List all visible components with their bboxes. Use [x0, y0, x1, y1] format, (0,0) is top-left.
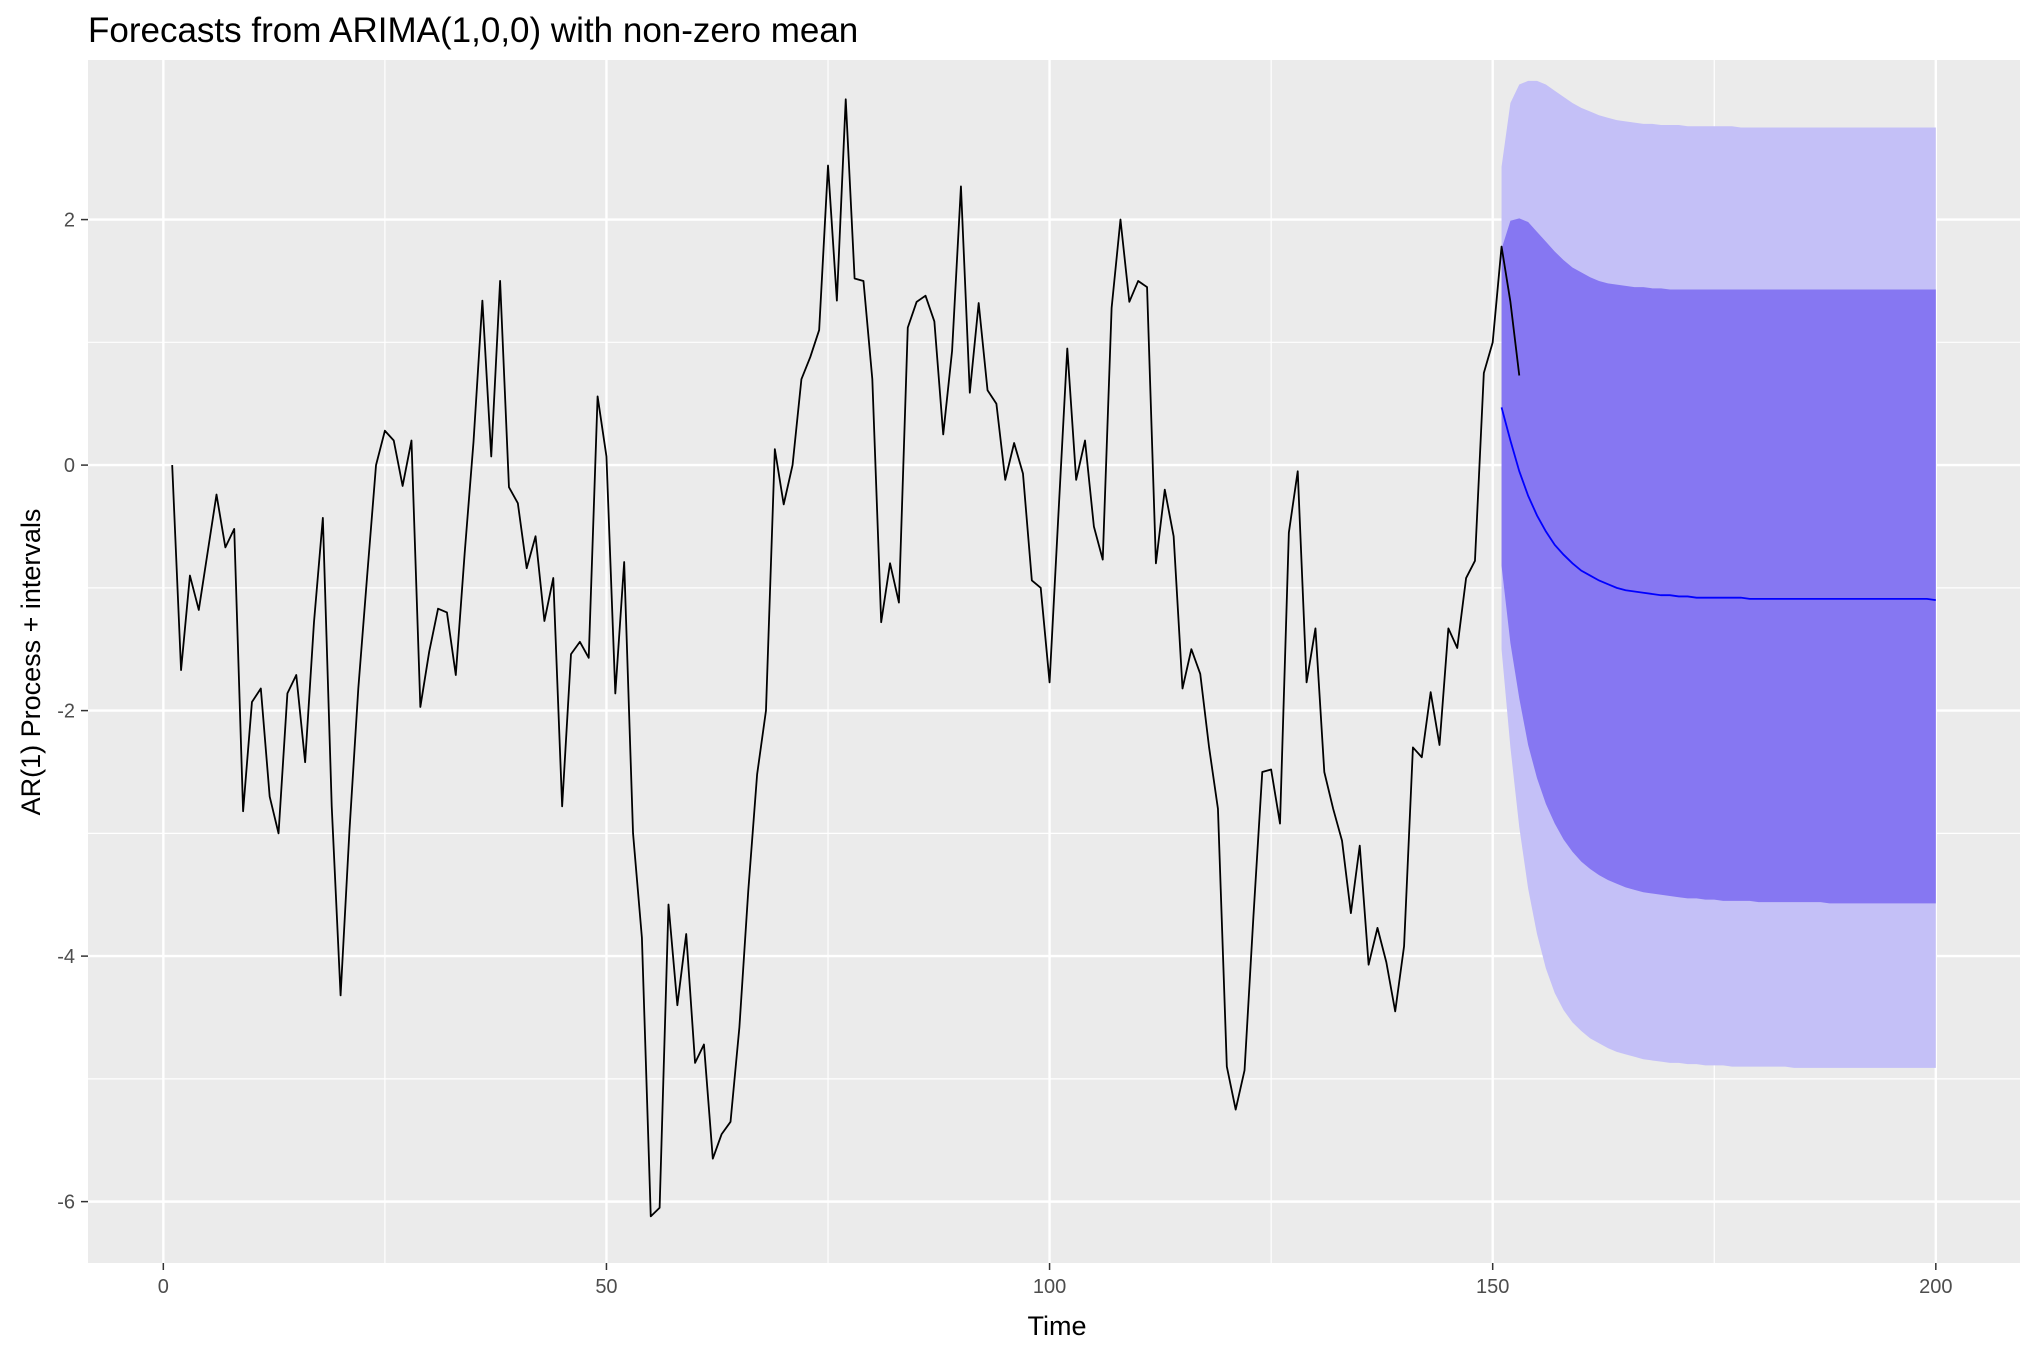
y-axis-title: AR(1) Process + intervals	[16, 509, 46, 816]
y-tick-label: -2	[57, 701, 75, 723]
x-tick-label: 200	[1919, 1276, 1952, 1298]
axis-ticks	[81, 218, 1937, 1270]
forecast-mean-line	[1500, 407, 1936, 602]
y-tick-label: -4	[57, 946, 75, 968]
series-line	[171, 98, 1521, 1218]
chart-title: Forecasts from ARIMA(1,0,0) with non-zer…	[88, 11, 858, 50]
x-axis-title: Time	[1028, 1311, 1087, 1341]
series-lines	[171, 98, 1936, 1218]
x-tick-label: 150	[1476, 1276, 1509, 1298]
y-tick-label: 0	[64, 455, 75, 477]
x-tick-label: 0	[158, 1276, 169, 1298]
band-80	[1501, 218, 1936, 904]
x-tick-label: 50	[595, 1276, 617, 1298]
axis-tick-labels: 0 50 100 150 200 -6 -4 -2 0 2	[57, 210, 1952, 1298]
x-tick-label: 100	[1033, 1276, 1066, 1298]
prediction-intervals	[1501, 80, 1936, 1068]
y-tick-label: 2	[64, 210, 75, 232]
y-tick-label: -6	[57, 1192, 75, 1214]
